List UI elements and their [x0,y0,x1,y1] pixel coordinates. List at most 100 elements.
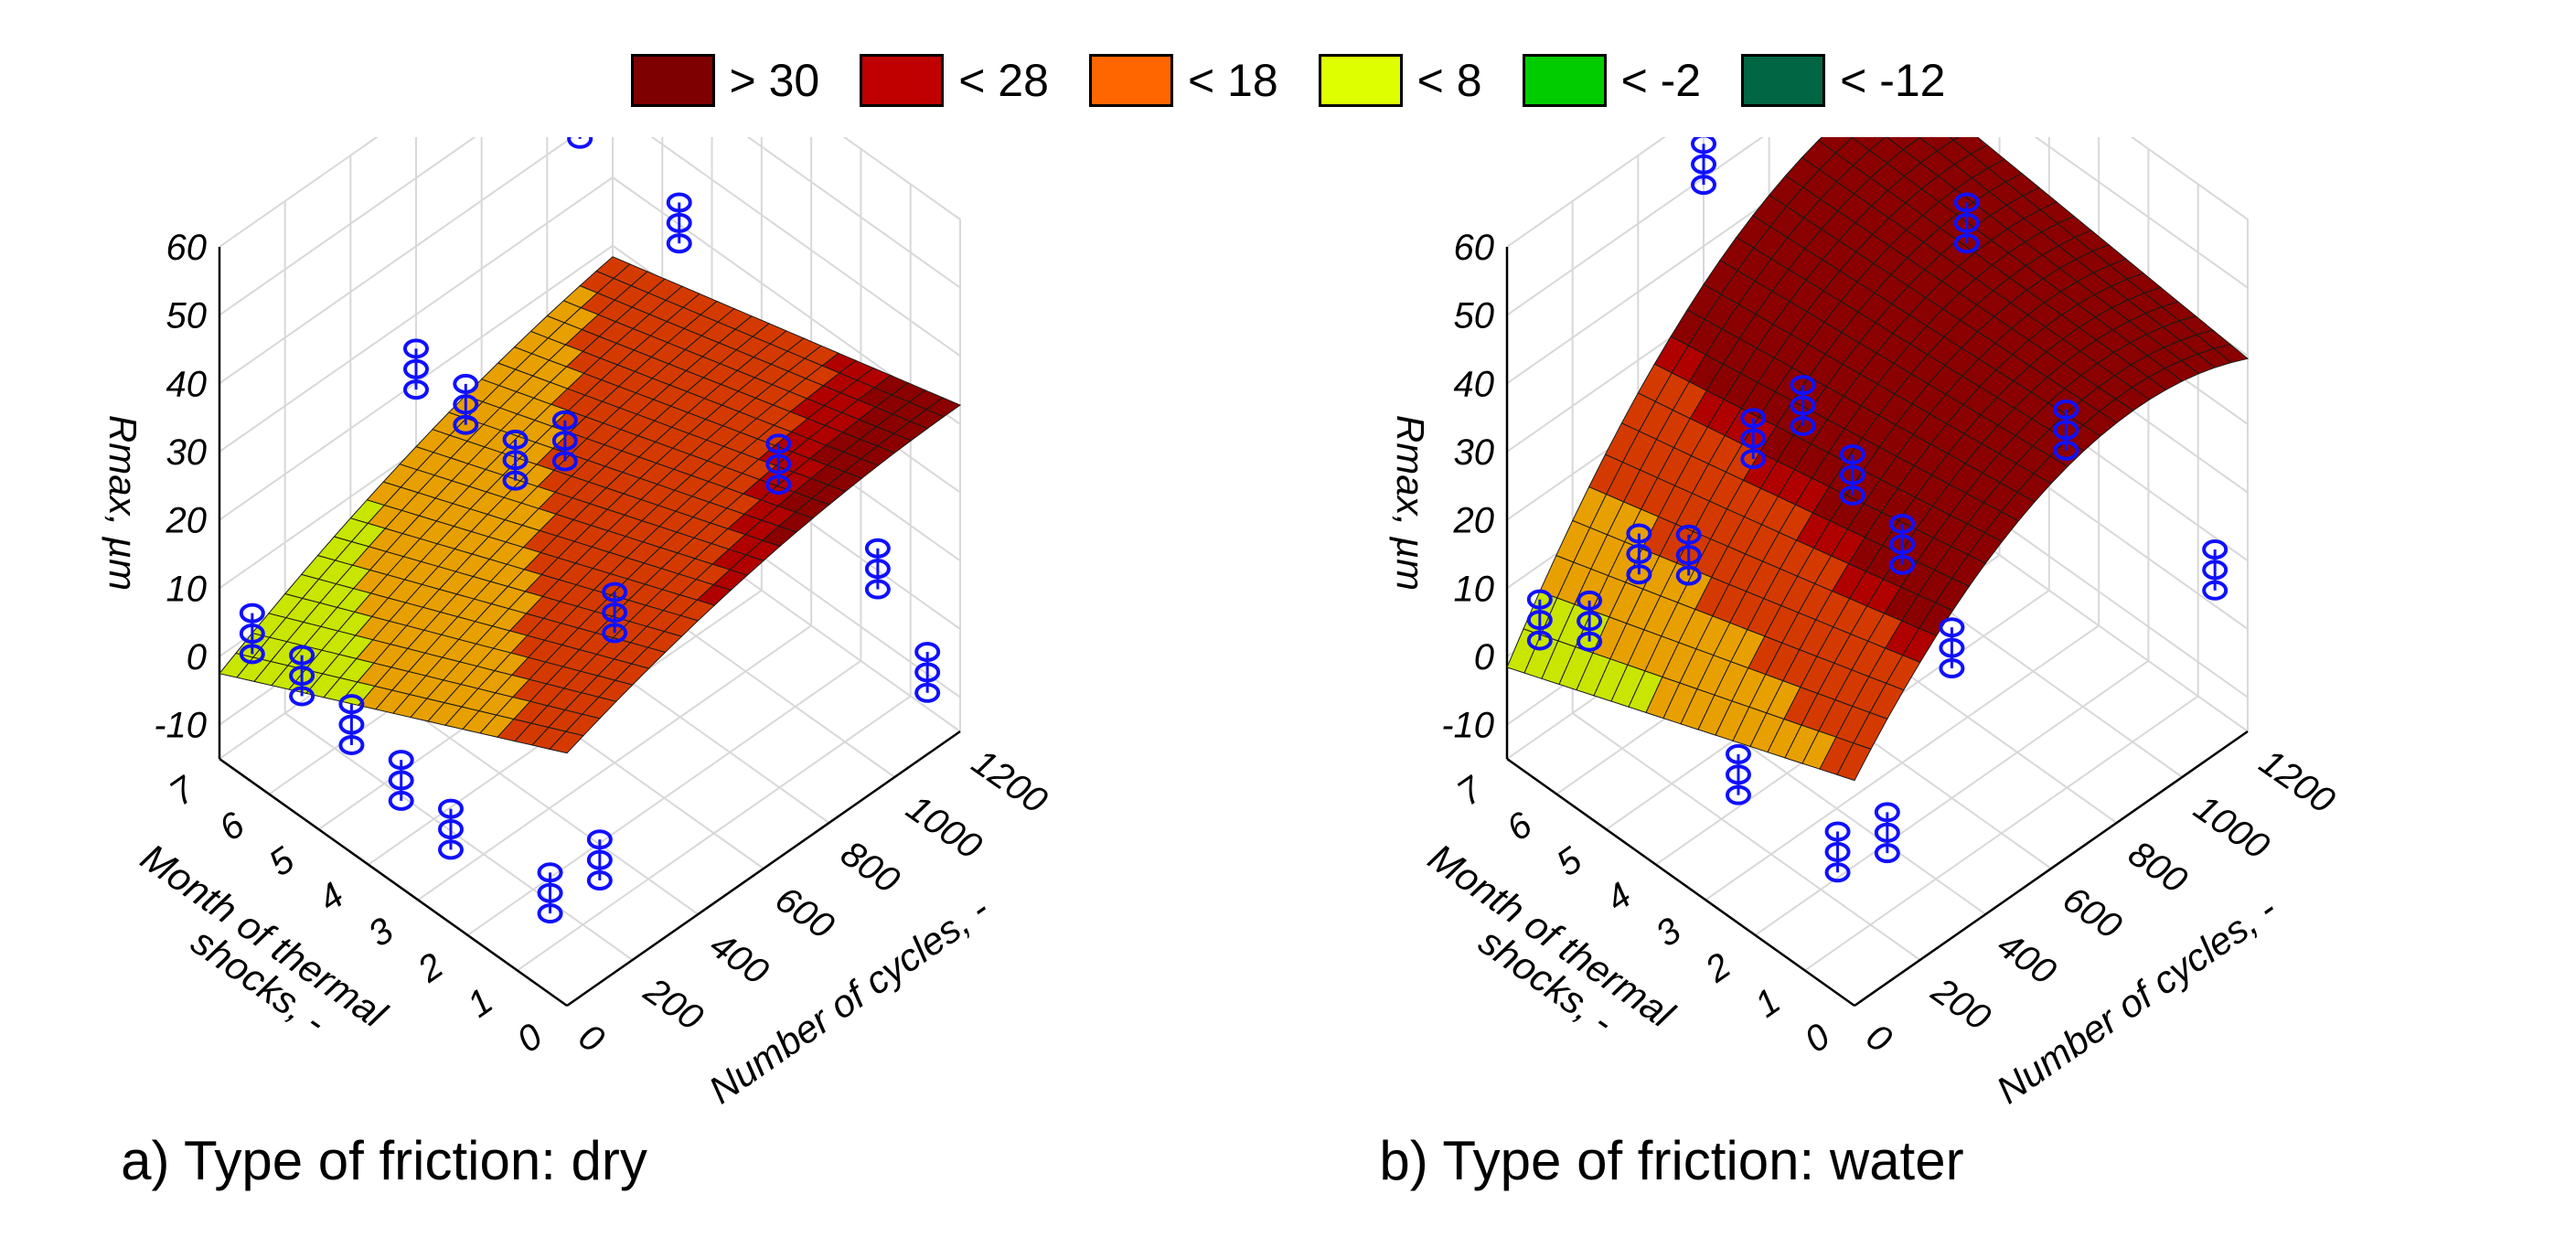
data-point [338,734,365,755]
legend-label: < -12 [1840,55,1946,106]
data-point [914,682,941,703]
z-tick-label: 20 [166,501,208,541]
data-point [537,862,563,883]
x-tick-label: 600 [768,879,841,946]
x-tick-label: 0 [572,1016,611,1061]
data-point [537,903,563,924]
x-tick-label: 800 [834,833,907,901]
data-point [239,644,265,665]
x-tick-label: 1200 [965,741,1054,821]
data-point [864,538,891,559]
data-point [1626,543,1652,564]
data-point [1577,631,1603,652]
data-point [1824,862,1851,883]
data-point [1790,375,1816,396]
chart-panel-water: -100102030405060020040060080010001200012… [1379,137,2342,1191]
legend-item: < 8 [1318,54,1482,107]
data-point [2053,420,2079,441]
data-point [403,358,429,379]
data-point [864,559,891,580]
grid-line [466,660,862,936]
data-point [437,819,464,840]
data-point [1790,395,1816,416]
chart-panel-dry: -100102030405060020040060080010001200012… [102,137,1054,1191]
x-axis-label: Number of cycles, - [701,887,997,1112]
z-tick-label: 60 [166,228,208,268]
y-tick-label: 0 [1798,1016,1837,1061]
data-point [2202,539,2229,560]
y-tick-label: 3 [1649,911,1688,955]
data-points [1526,137,2229,883]
data-point [1526,589,1553,610]
legend-item: < 28 [860,54,1049,107]
x-tick-label: 200 [1924,970,1998,1039]
data-point [1953,233,1980,254]
data-point [1577,611,1603,632]
legend-label: > 30 [729,55,820,106]
x-tick-label: 0 [1859,1016,1898,1061]
x-tick-label: 600 [2056,879,2129,946]
grid-line [2130,137,2249,220]
surface-cell [1949,137,1960,141]
y-tick-label: 3 [361,911,401,955]
z-tick-label: -10 [154,706,207,746]
data-point [289,686,315,707]
y-tick-label: 4 [1599,875,1639,920]
data-point [1889,513,1916,534]
data-point [1725,784,1751,805]
data-points [239,137,941,924]
legend-swatch [1741,54,1826,107]
legend-swatch [860,54,945,107]
axis-line [1506,757,1855,1008]
x-tick-label: 200 [636,970,711,1039]
y-tick-label: 6 [1500,804,1540,848]
data-point [2053,399,2079,420]
chart-caption: a) Type of friction: dry [121,1130,647,1191]
data-point [666,192,692,213]
data-point [1839,444,1865,465]
legend-label: < 8 [1416,55,1482,106]
x-axis-label: Number of cycles, - [1989,887,2284,1112]
legend-label: < 18 [1187,55,1278,106]
legend-swatch [1088,54,1173,107]
data-point [1675,524,1702,545]
data-point [586,870,613,890]
y-tick-label: 1 [1748,981,1787,1026]
data-point [403,379,429,400]
x-tick-label: 1000 [899,787,989,867]
data-point [1691,175,1716,196]
data-point [602,581,628,603]
data-point [1889,554,1916,575]
data-point [502,450,529,471]
data-point [914,662,941,683]
data-point [586,849,613,870]
legend-swatch [630,54,715,107]
surface [1506,137,2250,782]
grid-line [746,137,961,289]
grid-line [1705,624,2100,901]
z-tick-label: 30 [166,432,208,473]
data-point [1953,212,1980,233]
data-point [2053,440,2079,461]
data-point [388,790,414,811]
data-point [1675,565,1702,586]
legend-item: > 30 [630,54,820,107]
grid-line [1572,712,1921,961]
data-point [453,373,479,394]
z-tick-label: 30 [1454,432,1495,473]
data-point [765,475,792,496]
chart-caption: b) Type of friction: water [1379,1130,1963,1191]
data-point [551,410,578,431]
legend-item: < -2 [1522,54,1701,107]
z-tick-label: 0 [1474,637,1494,677]
data-point [338,714,365,735]
data-point [388,770,414,791]
data-point [289,666,315,687]
data-point [567,137,593,149]
data-point [1839,464,1865,485]
grid-line [2034,137,2249,289]
z-tick-label: 60 [1454,228,1495,268]
grid-line [1804,695,2199,972]
legend: > 30 < 28 < 18 < 8 < -2 < -12 [0,44,2576,117]
z-tick-label: -10 [1441,706,1494,746]
